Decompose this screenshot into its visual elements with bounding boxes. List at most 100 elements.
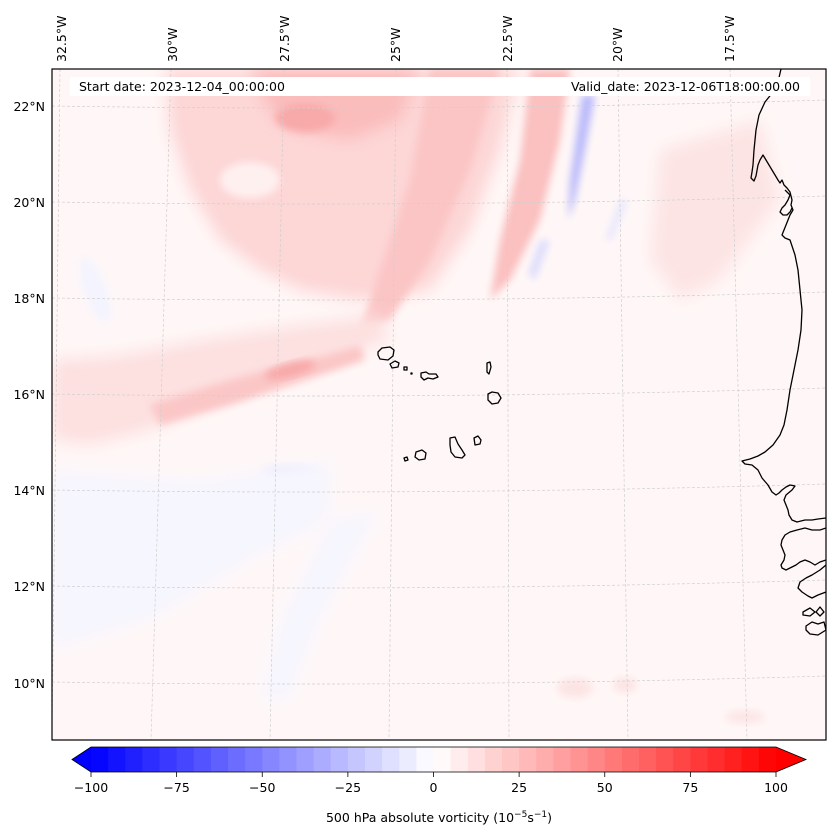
island-boa-vista bbox=[487, 391, 502, 405]
colorbar-tick-label: 75 bbox=[682, 780, 698, 795]
colorbar-segment bbox=[758, 747, 777, 772]
colorbar-segment bbox=[296, 747, 315, 772]
vorticity-north-core bbox=[275, 104, 335, 132]
vorticity-negative-small bbox=[528, 240, 550, 280]
gridline-lat-10 bbox=[52, 675, 826, 685]
colorbar-segment bbox=[656, 747, 674, 772]
island-fogo bbox=[414, 449, 427, 461]
vorticity-streak-b bbox=[490, 69, 570, 300]
vorticity-negative-small-2 bbox=[605, 200, 628, 240]
colorbar-segment bbox=[553, 747, 572, 772]
coastlines bbox=[377, 69, 826, 636]
gridline-lon-17-5 bbox=[729, 69, 748, 740]
island-sal bbox=[486, 361, 492, 375]
colorbar-title-main: 500 hPa absolute vorticity (10 bbox=[326, 810, 514, 825]
map-frame bbox=[51, 68, 827, 741]
vorticity-pos-patch-2 bbox=[613, 677, 637, 693]
colorbar-segment bbox=[382, 747, 400, 772]
island-bijagos-3 bbox=[805, 621, 826, 636]
colorbar-segment bbox=[399, 747, 417, 772]
lat-tick-label: 12°N bbox=[13, 579, 45, 594]
colorbar-segment bbox=[91, 747, 109, 772]
gridline-lon-20 bbox=[617, 69, 629, 740]
lon-tick-label: 25°W bbox=[388, 27, 403, 62]
colorbar-segment bbox=[210, 747, 229, 772]
colorbar-segment bbox=[639, 747, 657, 772]
colorbar-segment bbox=[587, 747, 606, 772]
colorbar-segment bbox=[467, 747, 486, 772]
colorbar-segment bbox=[313, 747, 332, 772]
colorbar-tick-label: 100 bbox=[764, 780, 788, 795]
lon-tick-label: 32.5°W bbox=[54, 16, 69, 62]
lat-tick-label: 14°N bbox=[13, 483, 45, 498]
gridline-lon-30 bbox=[150, 69, 172, 740]
vorticity-pos-patch-1 bbox=[557, 678, 593, 698]
colorbar-tick-label: 25 bbox=[511, 780, 527, 795]
colorbar-tick-label: −25 bbox=[335, 780, 361, 795]
colorbar-segment bbox=[484, 747, 503, 772]
vorticity-negative-streak bbox=[568, 95, 595, 220]
colorbar-segment bbox=[502, 747, 520, 772]
vorticity-pos-patch-3 bbox=[725, 710, 765, 724]
colorbar-ticks: −100 −75 −50 −25 0 25 50 75 100 bbox=[74, 772, 788, 795]
gridline-lon-22-5 bbox=[506, 69, 510, 740]
gridline-lat-20 bbox=[52, 195, 826, 205]
colorbar-extend-high bbox=[776, 747, 806, 772]
colorbar-tick-label: −100 bbox=[74, 780, 108, 795]
colorbar-segment bbox=[279, 747, 298, 772]
valid-date-label: Valid_date: 2023-12-06T18:00:00.00 bbox=[571, 79, 800, 94]
colorbar-segment bbox=[125, 747, 143, 772]
gridline-lon-32-5 bbox=[52, 69, 61, 740]
lon-tick-label: 27.5°W bbox=[277, 16, 292, 62]
lon-tick-labels: 32.5°W 30°W 27.5°W 25°W 22.5°W 20°W 17.5… bbox=[54, 16, 737, 62]
lat-tick-labels: 22°N 20°N 18°N 16°N 14°N 12°N 10°N bbox=[13, 99, 45, 691]
colorbar-segment bbox=[108, 747, 126, 772]
colorbar-title: 500 hPa absolute vorticity (10−5s−1) bbox=[326, 810, 552, 825]
vorticity-band-broad bbox=[52, 315, 390, 445]
island-santiago bbox=[449, 436, 466, 459]
gridline-lat-22 bbox=[52, 99, 826, 109]
island-sao-nicolau bbox=[420, 371, 439, 381]
vorticity-east-lobe bbox=[650, 120, 780, 300]
colorbar-title-exp1: −5 bbox=[514, 810, 527, 820]
coastline-banc-arguin bbox=[779, 189, 793, 216]
gridline-lat-16 bbox=[52, 387, 826, 397]
lat-tick-label: 16°N bbox=[13, 387, 45, 402]
start-date-label: Start date: 2023-12-04_00:00:00 bbox=[79, 79, 285, 94]
colorbar-segment bbox=[690, 747, 709, 772]
colorbar-segment bbox=[536, 747, 554, 772]
colorbar-segment bbox=[450, 747, 469, 772]
lon-tick-label: 20°W bbox=[610, 27, 625, 62]
colorbar-segment bbox=[193, 747, 212, 772]
island-sao-vicente bbox=[389, 360, 400, 369]
colorbar-segment bbox=[228, 747, 246, 772]
coastline-gambia-river bbox=[780, 527, 826, 571]
lon-tick-label: 22.5°W bbox=[500, 16, 515, 62]
lat-tick-label: 22°N bbox=[13, 99, 45, 114]
lat-tick-label: 20°N bbox=[13, 195, 45, 210]
date-banner bbox=[70, 77, 810, 96]
map-panel: Start date: 2023-12-04_00:00:00 Valid_da… bbox=[51, 68, 827, 741]
colorbar-tick-label: −50 bbox=[249, 780, 275, 795]
coastline-guinea-bissau bbox=[797, 564, 826, 599]
colorbar-segment bbox=[365, 747, 383, 772]
colorbar-segment bbox=[159, 747, 178, 772]
island-maio bbox=[473, 435, 482, 446]
colorbar-segment bbox=[330, 747, 349, 772]
colorbar-extend-low bbox=[72, 747, 91, 772]
colorbar-segment bbox=[416, 747, 435, 772]
colorbar-title-end: ) bbox=[547, 810, 552, 825]
colorbar-segments bbox=[91, 747, 777, 772]
lat-tick-label: 10°N bbox=[13, 676, 45, 691]
colorbar-segment bbox=[707, 747, 726, 772]
island-santo-antao bbox=[377, 346, 395, 361]
colorbar-segment bbox=[621, 747, 640, 772]
vorticity-neg-patch-3 bbox=[52, 460, 330, 650]
island-bijagos-2 bbox=[815, 606, 825, 617]
island-bijagos-1 bbox=[802, 607, 816, 617]
colorbar-tick-label: 0 bbox=[430, 780, 438, 795]
gridline-lat-18 bbox=[52, 291, 826, 301]
lon-tick-label: 30°W bbox=[165, 27, 180, 62]
gridlines bbox=[52, 69, 826, 740]
